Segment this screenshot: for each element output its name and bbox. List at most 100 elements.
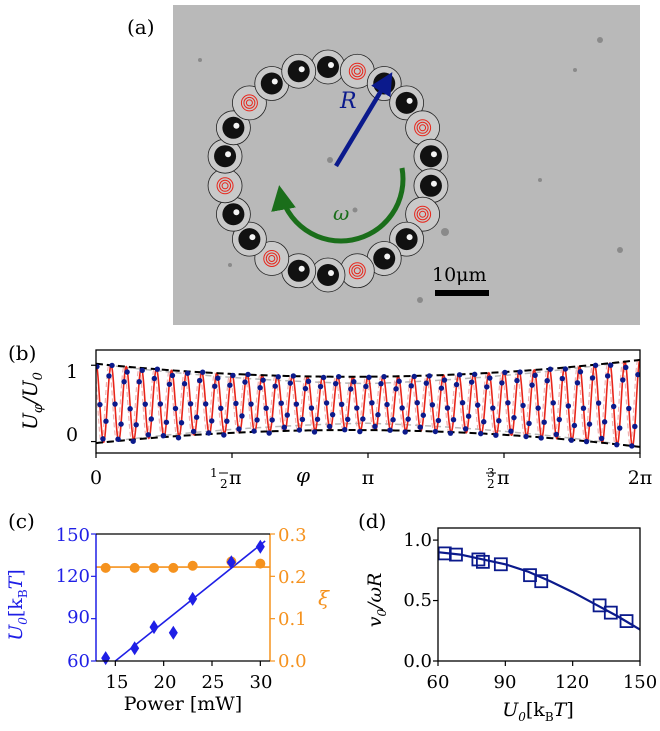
panel-c-ytick-right-0.2: 0.2	[278, 567, 307, 588]
measured-point	[296, 427, 303, 433]
svg-text:v0/ωR: v0/ωR	[364, 573, 389, 628]
measured-point	[175, 435, 182, 441]
panel-c-ytick-right-0.1: 0.1	[278, 609, 307, 630]
measured-point	[505, 400, 511, 406]
measured-point	[302, 385, 309, 392]
svg-text:2: 2	[487, 477, 495, 491]
measured-point	[272, 383, 278, 389]
measured-point	[254, 417, 260, 423]
particle-5	[419, 145, 442, 168]
measured-point	[166, 381, 173, 387]
speck-9	[198, 58, 202, 62]
panel-a-label: (a)	[127, 15, 155, 39]
measured-point	[372, 423, 378, 430]
panel-d-ytick-1.0: 1.0	[403, 530, 432, 551]
measured-point	[405, 416, 411, 422]
microscope-texture	[198, 37, 623, 303]
measured-point	[535, 405, 541, 411]
measured-point	[490, 405, 496, 411]
contour-16-1	[219, 179, 232, 192]
measured-point	[190, 428, 197, 435]
contour-7-2	[419, 210, 427, 218]
envelope-lower	[96, 429, 640, 448]
measured-point	[115, 436, 121, 442]
scalebar-label: 10μm	[432, 264, 487, 286]
contour-4-2	[419, 124, 427, 132]
speck-0	[327, 157, 333, 163]
contour-19-1	[243, 96, 256, 109]
measured-point	[550, 400, 556, 406]
u0-point	[255, 539, 265, 554]
svg-text:π: π	[229, 467, 242, 489]
panel-d-label: (d)	[358, 509, 386, 533]
panel-c-ticks	[91, 533, 275, 666]
measured-point	[163, 419, 170, 425]
measured-point	[568, 437, 575, 443]
u0-point	[101, 651, 111, 666]
measured-point	[444, 405, 451, 411]
measured-point	[323, 400, 330, 406]
measured-point	[620, 377, 626, 383]
measured-point	[387, 427, 393, 433]
measured-point	[103, 418, 109, 424]
panel-c-ylabel-right: ξ	[318, 586, 330, 610]
measured-point	[429, 402, 436, 408]
measured-point	[453, 381, 460, 388]
particle-18	[222, 116, 245, 139]
measured-point	[227, 382, 233, 388]
measured-point	[260, 377, 266, 383]
measured-point	[157, 401, 164, 407]
measured-point	[206, 430, 212, 436]
panel-c-xtick-15: 15	[106, 672, 129, 693]
panel-c-xtick-25: 25	[202, 672, 225, 693]
measured-point	[332, 380, 339, 387]
measured-point	[468, 379, 475, 385]
measured-point	[562, 366, 569, 372]
measured-point	[617, 425, 623, 431]
contour-7-1	[416, 208, 429, 221]
particle-14	[238, 228, 261, 251]
measured-point	[269, 417, 275, 423]
particle-highlight-20	[271, 78, 278, 85]
v0-point	[449, 547, 463, 562]
measured-point	[154, 366, 161, 372]
measured-point	[393, 386, 399, 392]
panel-b-ylabel: Uφ/U0	[18, 372, 46, 430]
u0-point	[188, 591, 198, 606]
contour-13-2	[268, 254, 276, 262]
measured-point	[148, 416, 155, 422]
particle-highlight-8	[406, 234, 413, 241]
measured-point	[381, 373, 387, 380]
rotation-arrow	[271, 167, 406, 244]
svg-text:U0[kBT]: U0[kBT]	[502, 699, 574, 724]
measured-point	[212, 383, 218, 389]
measured-point	[221, 432, 227, 438]
panel-c-xtick-30: 30	[250, 672, 273, 693]
xi-point	[129, 562, 140, 573]
measured-point	[348, 386, 354, 392]
xi-point	[187, 560, 198, 571]
measured-point	[423, 380, 430, 386]
measured-point	[532, 372, 538, 378]
xi-point	[255, 558, 266, 569]
v0-point	[619, 614, 634, 628]
particle-21	[287, 60, 310, 83]
svg-text:2: 2	[220, 477, 228, 491]
measured-point	[614, 441, 620, 448]
measured-point	[420, 412, 427, 418]
panel-d-xlabel: U0[kBT]	[502, 699, 574, 724]
measured-point	[142, 401, 148, 407]
panel-b-xlabel: φ	[296, 463, 310, 487]
measured-point	[263, 405, 269, 411]
contour-13-0	[263, 249, 281, 267]
contour-7-0	[414, 205, 432, 223]
svg-text:Uφ/U0: Uφ/U0	[18, 372, 46, 430]
particle-highlight-0	[328, 62, 334, 68]
measured-point	[181, 381, 188, 387]
v0-point	[603, 605, 618, 620]
measured-point	[607, 362, 614, 368]
measured-point	[396, 378, 402, 384]
measured-point	[335, 373, 342, 380]
measured-point	[121, 379, 127, 385]
measured-point	[172, 405, 179, 412]
